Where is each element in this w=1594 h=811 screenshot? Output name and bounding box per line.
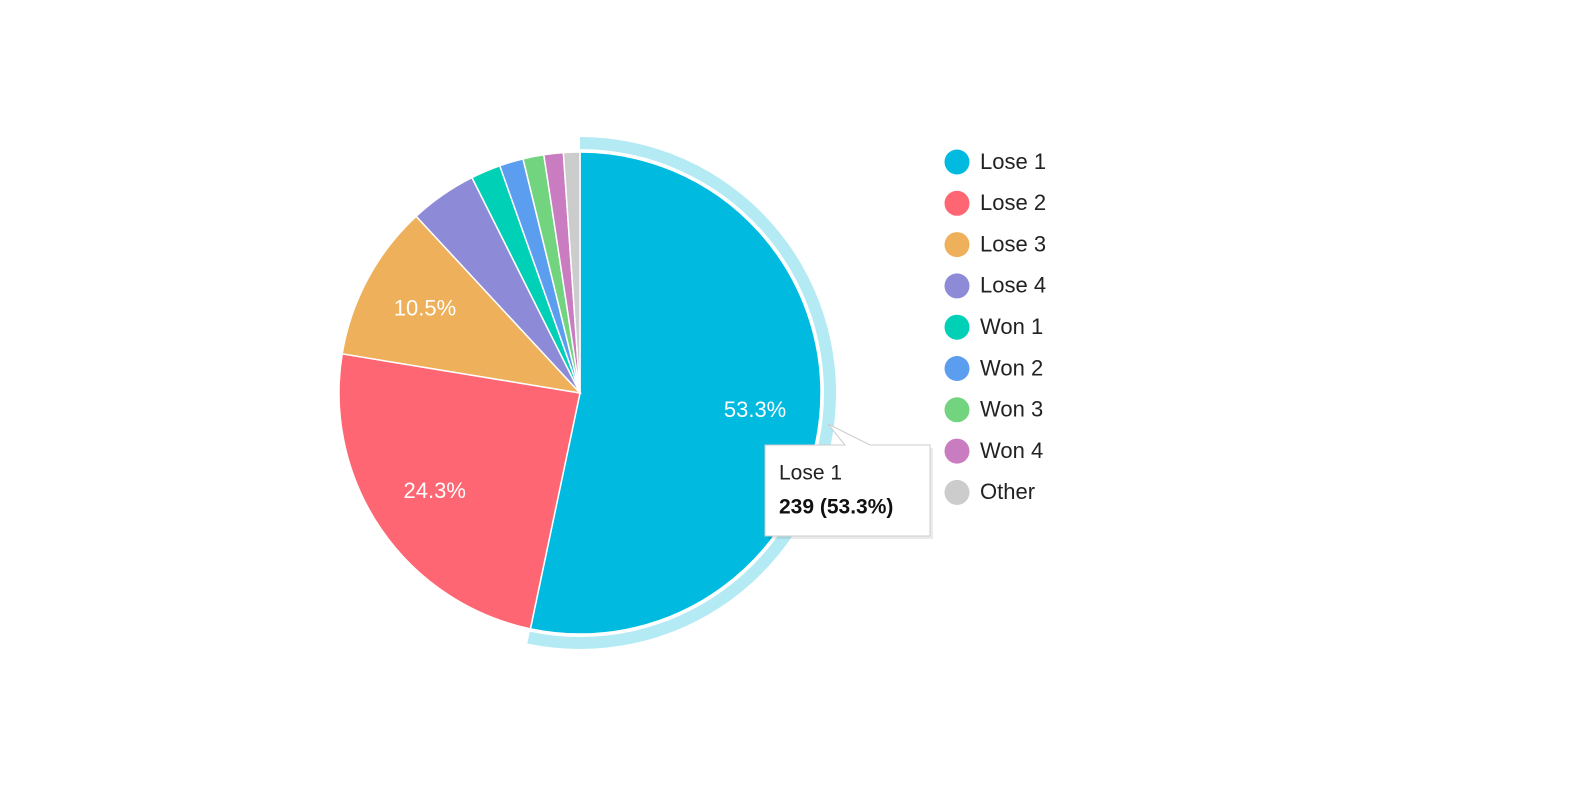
slice xyxy=(529,151,822,635)
slice-label: 10.5% xyxy=(394,295,456,320)
legend-marker xyxy=(944,190,970,216)
tooltip-title: Lose 1 xyxy=(779,462,842,485)
legend-label: Lose 2 xyxy=(980,190,1046,215)
legend-label: Lose 3 xyxy=(980,231,1046,256)
legend-marker xyxy=(944,314,970,340)
legend-label: Won 3 xyxy=(980,397,1043,422)
legend-label: Lose 4 xyxy=(980,273,1046,298)
slice xyxy=(562,151,581,394)
pie: 53.3% 24.3% 10.5% xyxy=(338,137,836,650)
slice xyxy=(338,352,581,630)
legend-marker xyxy=(944,438,970,464)
legend-marker xyxy=(944,232,970,258)
legend: Lose 1 Lose 2 Lose 3 Lose 4 Won 1 Won 2 Won 3 W… xyxy=(944,149,1046,505)
legend-marker xyxy=(944,397,970,423)
slice-label: 53.3% xyxy=(724,397,786,422)
legend-label: Won 1 xyxy=(980,314,1043,339)
tooltip-box xyxy=(764,423,931,537)
legend-marker xyxy=(944,356,970,381)
legend-label: Won 2 xyxy=(980,355,1043,380)
tooltip: Lose 1 239 (53.3%) xyxy=(764,423,933,539)
slice xyxy=(341,215,583,395)
legend-label: Won 4 xyxy=(980,438,1043,463)
legend-label: Other xyxy=(980,479,1035,504)
legend-label: Lose 1 xyxy=(980,149,1046,174)
legend-marker xyxy=(944,479,970,505)
legend-marker xyxy=(944,149,970,175)
tooltip-value: 239 (53.3%) xyxy=(779,496,893,519)
legend-marker xyxy=(944,273,970,299)
slice-label: 24.3% xyxy=(404,478,466,503)
